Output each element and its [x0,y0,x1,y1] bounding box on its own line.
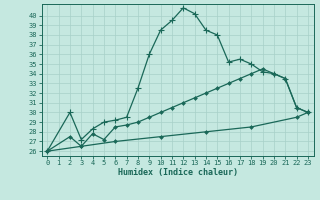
X-axis label: Humidex (Indice chaleur): Humidex (Indice chaleur) [118,168,237,177]
